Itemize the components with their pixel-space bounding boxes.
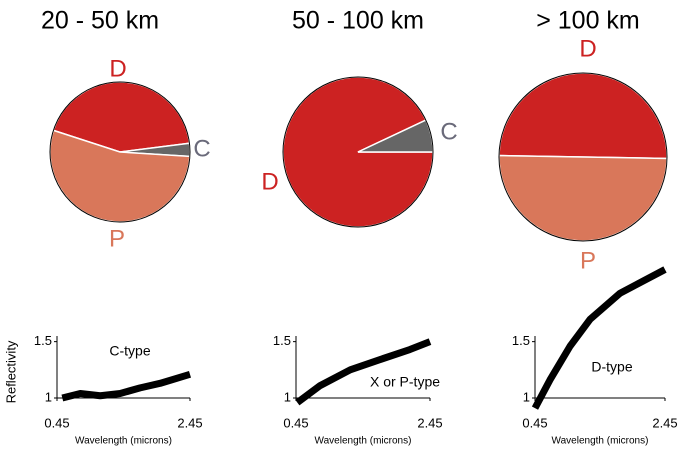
pie-title: > 100 km bbox=[536, 7, 640, 35]
annotation: X or P-type bbox=[370, 374, 440, 390]
y-tick-label: 1.5 bbox=[512, 333, 530, 348]
slice-label: C bbox=[193, 135, 210, 162]
y-axis-label: Reflectivity bbox=[3, 340, 18, 403]
slice-label: D bbox=[579, 35, 596, 62]
slice-label: D bbox=[109, 55, 126, 82]
x-axis-label: Wavelength (microns) bbox=[552, 436, 649, 447]
x-tick-label: 0.45 bbox=[44, 415, 69, 430]
slice-label: C bbox=[440, 118, 457, 145]
slice-label: P bbox=[109, 225, 125, 252]
x-axis-label: Wavelength (microns) bbox=[315, 436, 412, 447]
pie-outline bbox=[282, 76, 434, 228]
x-axis-label: Wavelength (microns) bbox=[75, 436, 172, 447]
pie-outline bbox=[49, 81, 191, 223]
annotation: C-type bbox=[109, 343, 150, 359]
pie-title: 20 - 50 km bbox=[41, 7, 159, 35]
pie-title: 50 - 100 km bbox=[292, 7, 424, 35]
x-tick-label: 0.45 bbox=[283, 415, 308, 430]
x-tick-label: 2.45 bbox=[417, 415, 442, 430]
spectrum-line bbox=[61, 370, 192, 402]
y-tick-label: 1 bbox=[45, 389, 52, 404]
pie-outline bbox=[498, 72, 668, 242]
x-tick-label: 2.45 bbox=[177, 415, 202, 430]
y-tick-label: 1 bbox=[523, 389, 530, 404]
pie-slice bbox=[498, 154, 668, 242]
spectrum-line bbox=[295, 338, 432, 406]
x-tick-label: 2.45 bbox=[652, 415, 677, 430]
pie-slice bbox=[498, 72, 668, 160]
slice-label: P bbox=[580, 247, 596, 274]
x-tick-label: 0.45 bbox=[522, 415, 547, 430]
slice-label: D bbox=[261, 168, 278, 195]
y-tick-label: 1 bbox=[284, 389, 291, 404]
annotation: D-type bbox=[591, 359, 632, 375]
spectrum-line bbox=[531, 266, 667, 410]
y-tick-label: 1.5 bbox=[34, 333, 52, 348]
y-tick-label: 1.5 bbox=[273, 333, 291, 348]
